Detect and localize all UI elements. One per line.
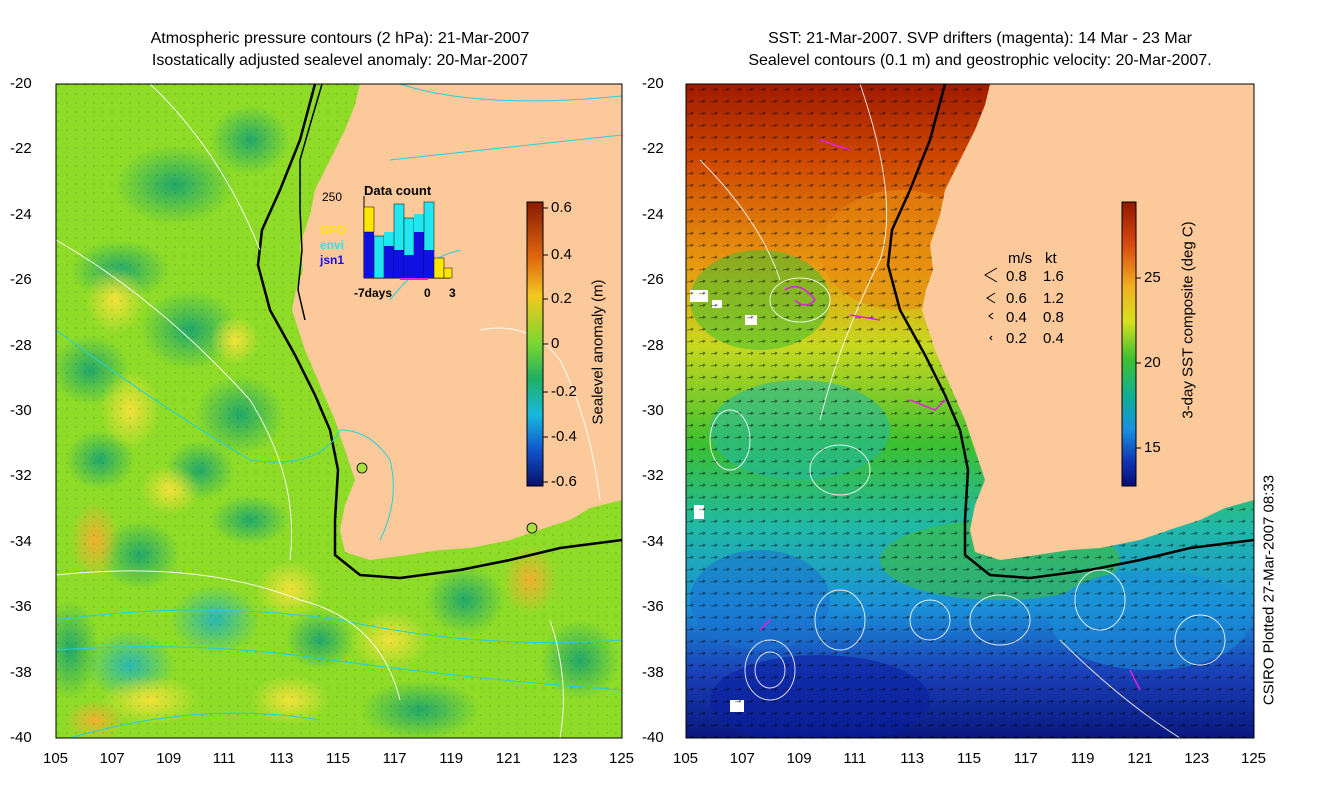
lon-tick-label: 107 xyxy=(99,750,125,767)
anomaly-colorbar xyxy=(526,201,544,487)
anomaly-tick: -0.2 xyxy=(551,383,577,400)
lat-tick-label: -32 xyxy=(10,467,32,485)
lat-tick-label: -36 xyxy=(642,598,664,616)
anomaly-tick: 0.2 xyxy=(551,290,572,307)
svp-drifter-tracks xyxy=(759,139,1141,691)
left-title-line1: Atmospheric pressure contours (2 hPa): 2… xyxy=(150,30,530,47)
anomaly-tick: 0.6 xyxy=(551,199,572,216)
lat-tick-label: -26 xyxy=(10,271,32,289)
legend-kt-value: 0.8 xyxy=(1043,309,1064,326)
legend-ms-value: 0.6 xyxy=(1006,290,1027,307)
lon-tick-label: 113 xyxy=(269,750,294,767)
lat-tick-label: -24 xyxy=(642,205,664,223)
sst-colorbar-label: 3-day SST composite (deg C) xyxy=(1179,221,1197,419)
sst-tick: 25 xyxy=(1144,269,1161,286)
lon-tick-label: 111 xyxy=(212,750,236,767)
inset-xlabel: 0 xyxy=(424,286,431,300)
lat-tick-label: -22 xyxy=(10,140,32,158)
left-shelf-contour xyxy=(256,84,622,580)
lat-tick-label: -38 xyxy=(10,663,32,681)
lat-tick-label: -40 xyxy=(642,729,664,746)
pressure-contours-white xyxy=(56,84,601,738)
legend-kt-value: 1.6 xyxy=(1043,268,1064,285)
credit-text: CSIRO Plotted 27-Mar-2007 08:33 xyxy=(1260,474,1278,706)
lat-tick-label: -28 xyxy=(10,336,32,354)
lat-tick-label: -40 xyxy=(10,729,32,746)
inset-ymax: 250 xyxy=(322,190,343,204)
anomaly-tick: -0.4 xyxy=(551,428,577,445)
legend-gfo: GFO xyxy=(320,223,346,237)
legend-kt-value: 0.4 xyxy=(1043,330,1064,347)
inset-xlabel: 3 xyxy=(449,286,456,300)
pressure-contours xyxy=(56,84,622,738)
anomaly-tick: 0 xyxy=(551,335,560,352)
lat-tick-label: -34 xyxy=(10,532,32,550)
right-title-line2: Sealevel contours (0.1 m) and geostrophi… xyxy=(748,52,1212,69)
legend-ms-value: 0.4 xyxy=(1006,309,1027,326)
legend-envi: envi xyxy=(320,238,345,252)
lon-tick-label: 121 xyxy=(495,750,521,767)
lon-tick-label: 105 xyxy=(43,750,69,767)
data-count-inset xyxy=(363,196,453,280)
lat-tick-label: -30 xyxy=(642,402,664,419)
lat-tick-label: -36 xyxy=(10,598,32,616)
lon-tick-label: 125 xyxy=(609,750,635,767)
legend-ms-value: 0.2 xyxy=(1006,330,1027,347)
anomaly-tick: -0.6 xyxy=(551,473,577,490)
right-title-line1: SST: 21-Mar-2007. SVP drifters (magenta)… xyxy=(768,30,1192,47)
lat-tick-label: -22 xyxy=(642,140,664,158)
legend-jsn1: jsn1 xyxy=(320,253,345,267)
lat-tick-label: -32 xyxy=(642,467,664,485)
right-landmass xyxy=(922,84,1254,560)
lon-tick-label: 109 xyxy=(786,750,812,767)
anomaly-colorbar-label: Sealevel anomaly (m) xyxy=(589,279,607,425)
left-title-line2: Isostatically adjusted sealevel anomaly:… xyxy=(151,52,529,69)
legend-ms-value: 0.8 xyxy=(1006,268,1027,285)
sst-tick: 20 xyxy=(1144,354,1161,371)
lat-tick-label: -34 xyxy=(642,532,664,550)
lat-tick-label: -24 xyxy=(10,205,32,223)
inset-title: Data count xyxy=(364,183,432,198)
legend-header-kt: kt xyxy=(1045,250,1057,267)
lon-tick-label: 117 xyxy=(382,750,407,767)
lon-tick-label: 115 xyxy=(326,750,350,767)
sst-map xyxy=(686,84,1254,738)
lon-tick-label: 123 xyxy=(1184,750,1210,767)
lon-tick-label: 113 xyxy=(900,750,925,767)
lat-tick-label: -20 xyxy=(10,75,32,92)
anomaly-tick: 0.4 xyxy=(551,246,572,263)
lon-tick-label: 119 xyxy=(439,750,464,767)
sst-tick: 15 xyxy=(1144,439,1161,456)
lon-tick-label: 107 xyxy=(729,750,755,767)
lat-tick-label: -26 xyxy=(642,271,664,289)
lon-tick-label: 115 xyxy=(957,750,981,767)
tick-marks xyxy=(543,207,1141,483)
legend-kt-value: 1.2 xyxy=(1043,290,1064,307)
lon-tick-label: 125 xyxy=(1241,750,1267,767)
lon-tick-label: 123 xyxy=(552,750,578,767)
sealevel-contours xyxy=(699,84,1226,738)
lat-tick-label: -28 xyxy=(642,336,664,354)
legend-header-ms: m/s xyxy=(1008,250,1033,267)
lon-tick-label: 121 xyxy=(1127,750,1153,767)
inset-xlabel: -7days xyxy=(354,286,393,300)
lon-tick-label: 105 xyxy=(673,750,699,767)
lon-tick-label: 109 xyxy=(156,750,182,767)
lat-tick-label: -20 xyxy=(642,75,664,92)
right-shelf-contour xyxy=(886,84,1254,580)
lat-tick-label: -38 xyxy=(642,663,664,681)
sst-colorbar xyxy=(1121,201,1137,487)
lat-tick-label: -30 xyxy=(10,402,32,419)
lon-tick-label: 111 xyxy=(843,750,867,767)
lon-tick-label: 119 xyxy=(1070,750,1095,767)
velocity-legend-arrows xyxy=(984,267,998,341)
lon-tick-label: 117 xyxy=(1013,750,1038,767)
